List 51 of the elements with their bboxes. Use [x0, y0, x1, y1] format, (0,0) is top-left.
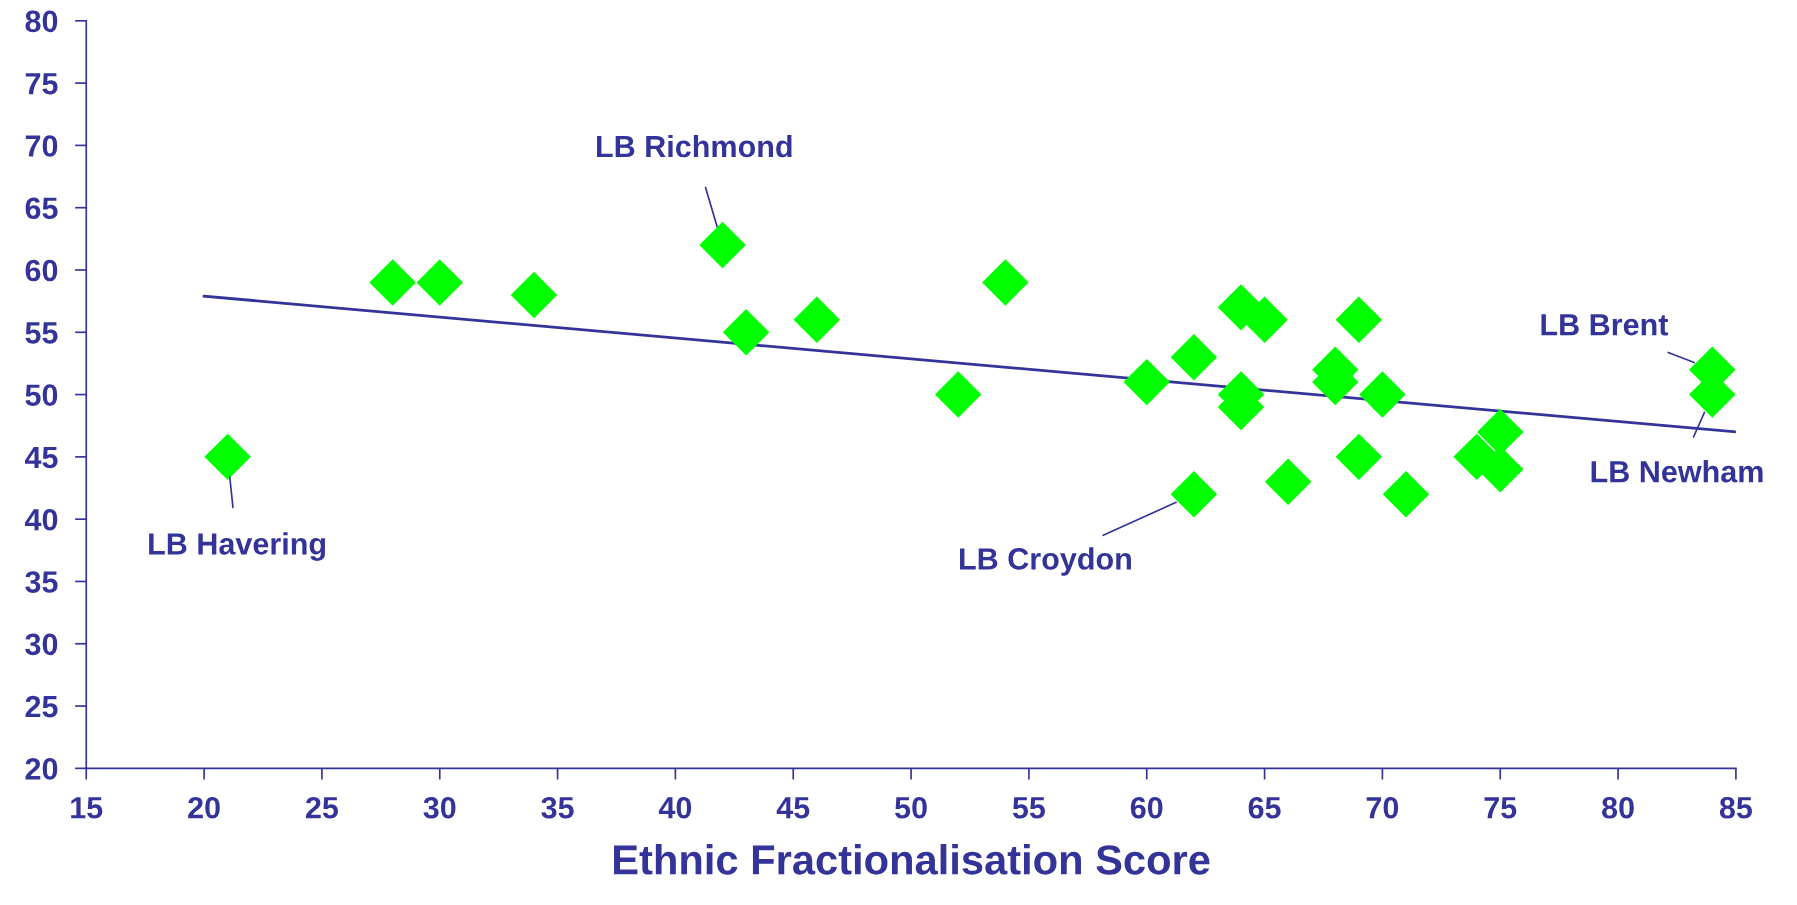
x-axis-title: Ethnic Fractionalisation Score: [614, 844, 1210, 875]
x-tick-label: 20: [188, 796, 220, 819]
y-tick-label: 20: [25, 758, 58, 780]
point: [982, 259, 1029, 306]
point: [204, 433, 251, 481]
annotation: LB Croydon: [960, 547, 1131, 576]
x-tick-label: 35: [541, 796, 574, 819]
point: [1382, 471, 1430, 518]
point: [1264, 458, 1312, 506]
point: [793, 296, 841, 344]
point: [1359, 371, 1406, 418]
point: [510, 271, 558, 319]
x-tick-label: 25: [305, 796, 339, 819]
y-tick-label: 60: [25, 259, 58, 282]
annotation: LB Brent: [1541, 314, 1669, 336]
point: [416, 259, 463, 306]
x-tick-label: 85: [1719, 796, 1753, 819]
point: [1335, 296, 1383, 344]
point: [1170, 333, 1218, 381]
x-tick-label: 60: [1130, 796, 1163, 819]
y-tick-label: 25: [25, 695, 58, 718]
x-tick-label: 80: [1602, 796, 1634, 819]
x-tick-label: 55: [1012, 797, 1046, 819]
y-tick-label: 50: [25, 384, 58, 406]
x-tick-label: 30: [423, 796, 456, 819]
y-tick-label: 80: [25, 10, 58, 33]
x-tick-label: 65: [1248, 796, 1281, 819]
y-tick-label: 40: [24, 508, 58, 531]
x-tick-label: 15: [71, 797, 103, 819]
annotation: LB Richmond: [597, 134, 792, 158]
point: [934, 371, 982, 418]
point: [699, 221, 746, 269]
point: [369, 259, 416, 306]
x-tick-label: 75: [1484, 797, 1517, 819]
x-tick-label: 45: [776, 797, 810, 819]
y-tick-label: 70: [25, 135, 58, 157]
x-tick-label: 40: [658, 796, 692, 819]
y-tick-label: 35: [25, 571, 58, 593]
point: [1170, 471, 1218, 518]
x-tick-label: 70: [1366, 796, 1399, 819]
y-tick-label: 30: [25, 633, 58, 656]
annotation: LB Newham: [1591, 460, 1763, 483]
point: [1123, 358, 1170, 406]
y-tick-label: 75: [25, 73, 58, 95]
point: [722, 309, 770, 356]
y-tick-label: 45: [24, 446, 58, 469]
point: [1335, 433, 1383, 481]
y-tick-label: 55: [25, 322, 58, 344]
y-tick-label: 65: [25, 197, 58, 220]
annotation: LB Havering: [149, 532, 326, 561]
x-tick-label: 50: [895, 796, 927, 819]
